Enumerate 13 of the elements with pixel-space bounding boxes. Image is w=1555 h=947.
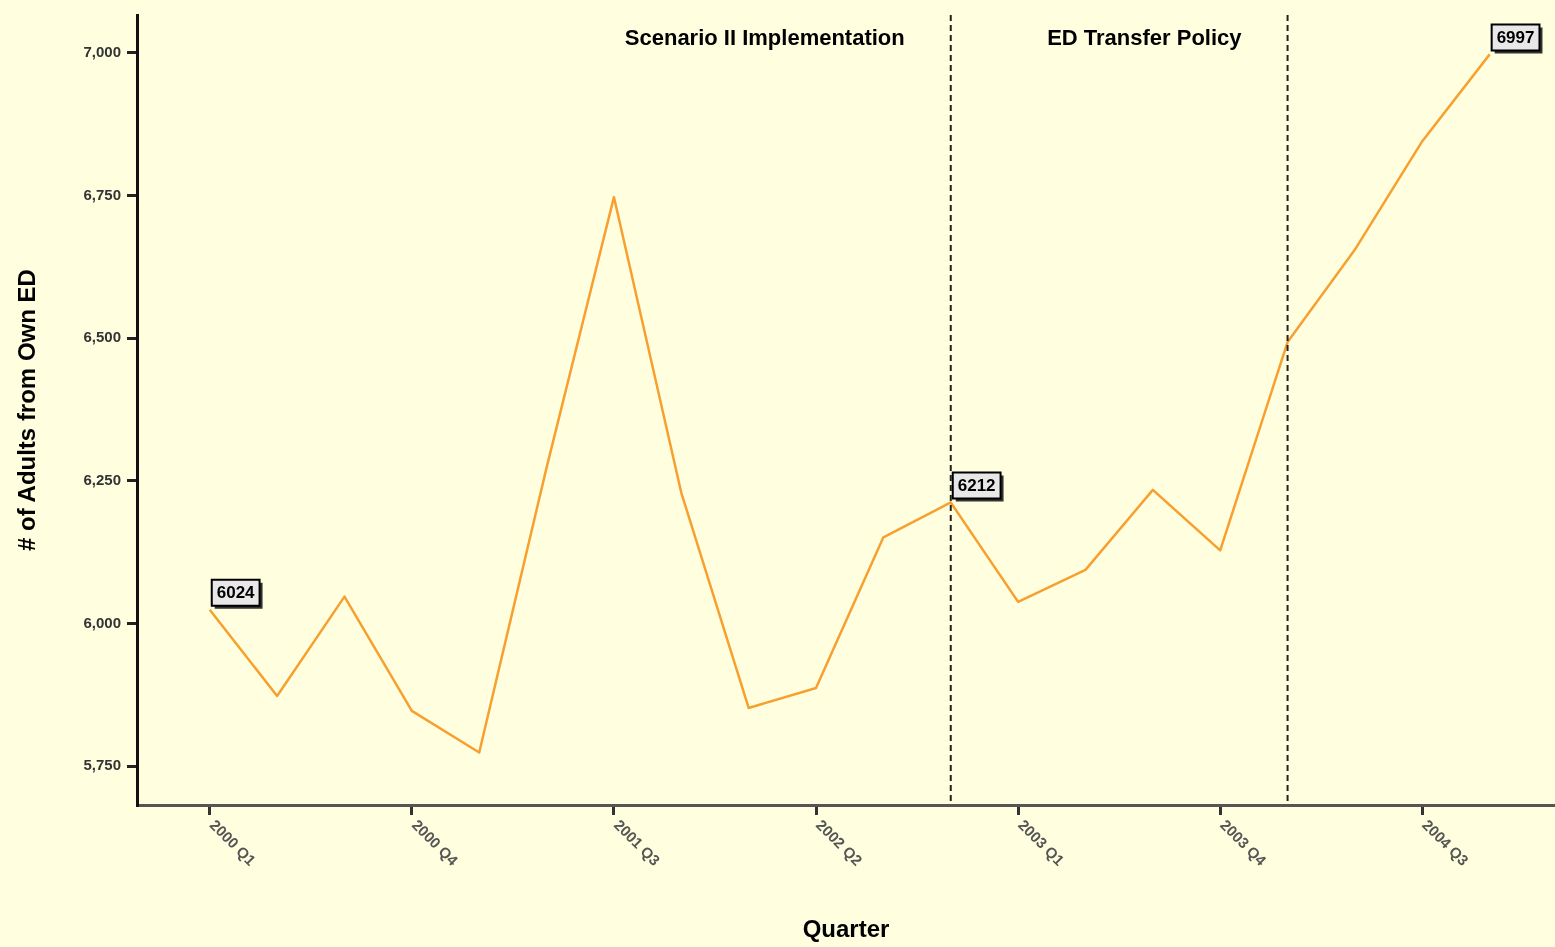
annotation: Scenario II Implementation — [624, 25, 905, 51]
data-label: 6024 — [216, 583, 256, 603]
y-tick-label: 6,500 — [83, 328, 121, 346]
data-label: 6997 — [1496, 28, 1535, 48]
y-tick-label: 6,000 — [83, 613, 121, 631]
data-label: 6212 — [957, 476, 996, 496]
x-axis-title: Quarter — [802, 915, 890, 943]
annotation: ED Transfer Policy — [1047, 25, 1243, 51]
y-tick-label: 6,750 — [83, 185, 121, 203]
y-tick-label: 5,750 — [83, 756, 121, 774]
y-tick-label: 6,250 — [83, 470, 121, 488]
y-axis-title: # of Adults from Own ED — [13, 269, 41, 551]
y-tick-label: 7,000 — [83, 42, 121, 60]
